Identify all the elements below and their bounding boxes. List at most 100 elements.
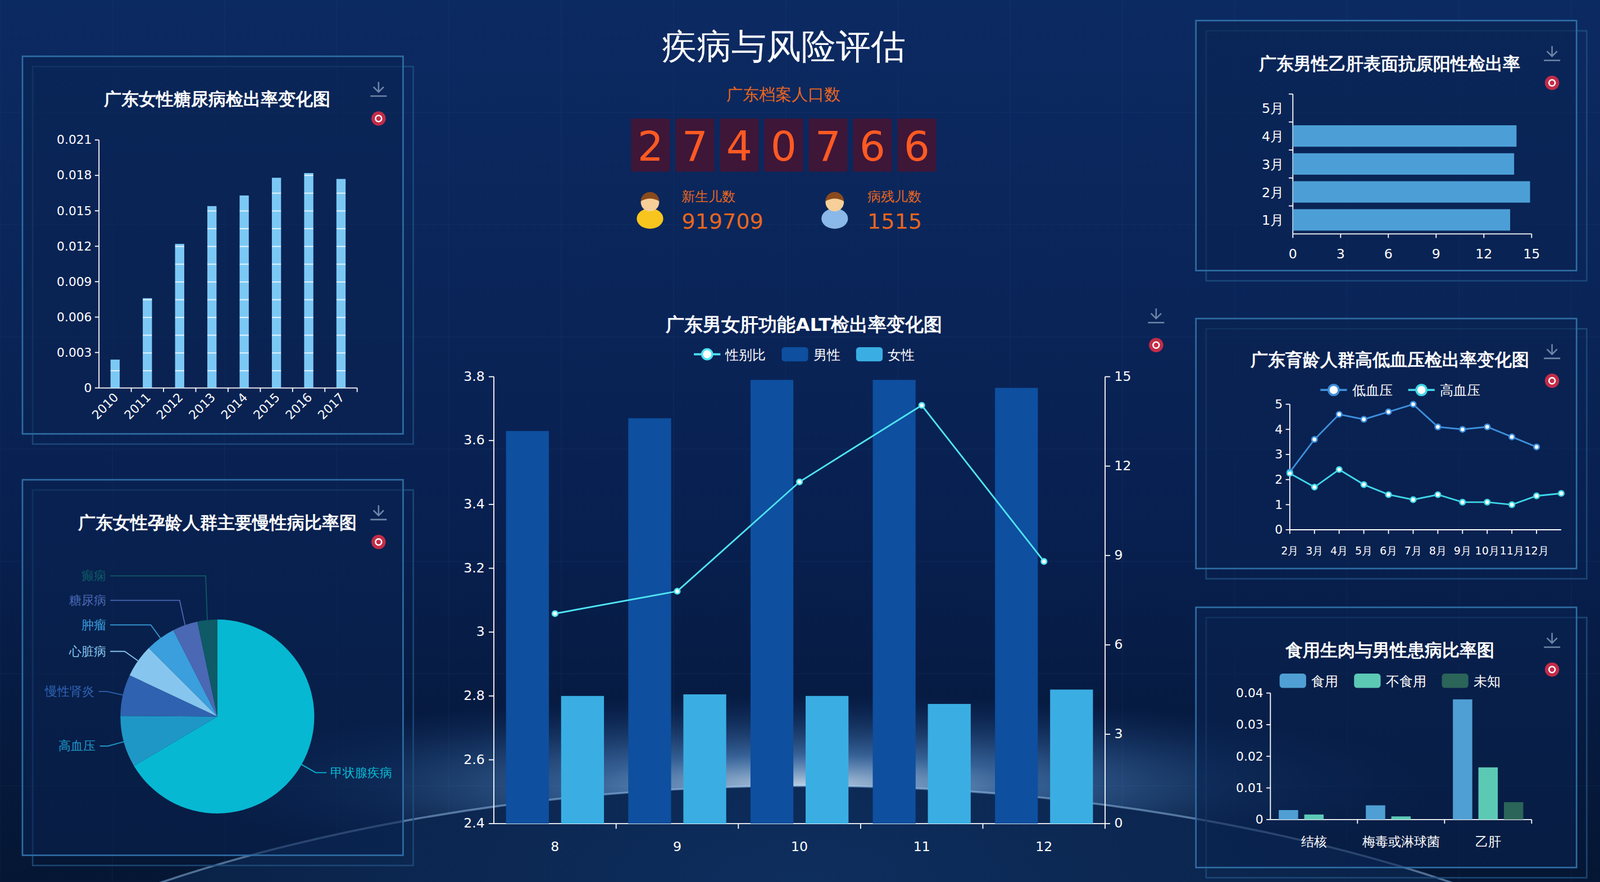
bar [1292,125,1517,147]
tick [1289,529,1291,534]
legend-swatch [1279,673,1307,688]
category-label: 结核 [1301,834,1327,849]
legend-label: 不食用 [1385,673,1427,690]
tick [1266,724,1271,726]
tick [1461,529,1463,534]
legend-label: 高血压 [1439,382,1481,399]
bar [994,387,1038,824]
person-hair [641,192,660,202]
chart-title: 广东育龄人群高低血压检出率变化图 [1250,349,1530,370]
tick [1285,428,1290,430]
category-label: 4月 [1330,544,1348,557]
tick [1288,121,1293,123]
point [1533,493,1539,499]
point [1336,466,1342,472]
tick [1388,529,1390,534]
bar [750,379,794,824]
chart-title: 广东女性糖尿病检出率变化图 [103,88,331,109]
point [1385,492,1392,498]
chart-title: 食用生肉与男性患病比率图 [1284,639,1495,661]
refresh-icon [371,111,386,126]
tick [1266,819,1271,821]
legend-label: 女性 [887,347,915,363]
legend-label: 食用 [1311,673,1339,690]
tick [1288,93,1293,95]
tick [1437,529,1439,534]
tick-label: 0.006 [56,310,92,325]
point [674,588,680,594]
category-label: 2013 [185,390,218,423]
tick [94,139,99,141]
point [1484,424,1490,430]
digit-box [719,118,759,172]
legend-swatch [1441,673,1468,688]
slice-label: 慢性肾炎 [44,684,95,699]
tick [94,174,99,176]
dashboard: 疾病与风险评估广东档案人口数2740766新生儿数919709病残儿数1515广… [0,0,1600,882]
digit-box [630,118,670,172]
tick-label: 9 [1114,547,1123,563]
tick [1285,479,1290,481]
tick [94,352,99,354]
category-label: 2017 [315,390,348,423]
tick [1530,233,1533,238]
category-label: 2010 [89,390,122,423]
legend-marker [1328,384,1339,395]
tick-label: 3 [476,623,485,640]
tick [1363,529,1365,534]
tick [1292,233,1294,238]
point [1361,416,1367,422]
bar [1478,767,1499,820]
bar [1292,181,1530,203]
chart-title: 广东男性乙肝表面抗原阳性检出率 [1258,53,1521,74]
point [1435,424,1441,430]
slice-label: 心脏病 [68,644,107,659]
bar [506,430,549,824]
category-label: 9 [673,838,682,855]
tick-label: 3.2 [463,560,485,576]
tick-label: 0.009 [56,274,92,289]
tick-label: 5 [1274,397,1283,412]
bar [1391,816,1412,820]
tick [1338,529,1340,534]
tick [130,388,133,393]
stat-label: 病残儿数 [867,188,922,205]
tick-label: 15 [1114,368,1131,385]
label-line [98,691,124,695]
tick [488,823,494,825]
tick [1104,823,1106,829]
tick [292,388,294,393]
axis-line [1104,376,1106,825]
chart-title: 广东男女肝功能ALT检出率变化图 [665,314,943,336]
category-label: 2011 [121,390,154,423]
line [555,405,1044,614]
tick [1285,403,1290,406]
tick [1266,787,1271,789]
tick [1486,529,1488,534]
slice-label: 癫痫 [81,568,107,583]
tick-label: 2 [1274,472,1283,487]
stat-value: 1515 [867,208,922,234]
tick [356,388,358,393]
category-label: 2012 [153,390,186,423]
tick [1387,233,1389,238]
category-label: 7月 [1404,544,1422,557]
bar [683,694,726,824]
point [1041,558,1047,565]
point [1460,499,1466,505]
legend-label: 男性 [813,347,841,363]
tick [488,567,494,570]
category-label: 梅毒或淋球菌 [1361,834,1440,849]
point [1287,470,1293,476]
tick-label: 12 [1114,457,1131,474]
panel [1196,607,1577,868]
refresh-icon-inner [1152,342,1159,349]
point [919,402,925,408]
pie-slice [120,715,218,766]
point [552,610,558,616]
digit-box [852,118,892,172]
refresh-icon-inner [375,538,382,545]
tick-label: 1 [1274,497,1283,512]
tick [1314,529,1316,534]
slice-label: 肿瘤 [81,617,107,633]
